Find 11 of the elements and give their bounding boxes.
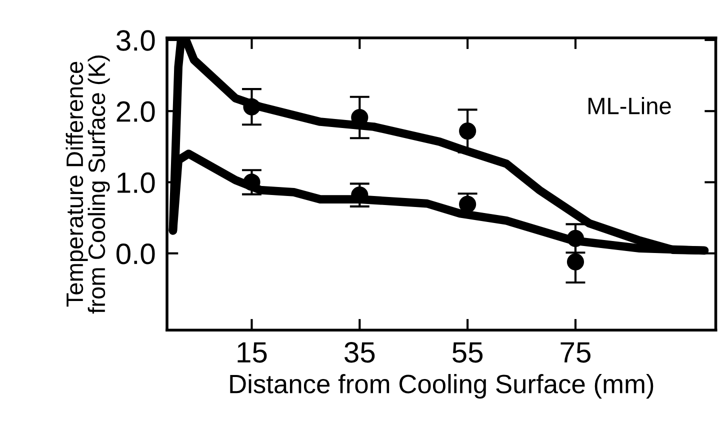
y-tick-label: 0.0 [116,244,155,264]
y-tick-label: 3.0 [116,30,155,51]
x-tick-label: 15 [238,342,267,363]
annotation: ML-Line [588,96,671,114]
y-tick-label: 1.0 [118,172,155,194]
x-tick-label: 35 [344,342,375,363]
y-tick-label: 2.0 [116,101,155,122]
x-axis-title: Distance from Cooling Surface (mm) [230,374,654,399]
x-tick-label: 55 [452,342,483,363]
y-axis-title: Temperature Difference from Cooling Surface (K) [66,56,110,314]
x-tick-label: 75 [560,342,590,363]
